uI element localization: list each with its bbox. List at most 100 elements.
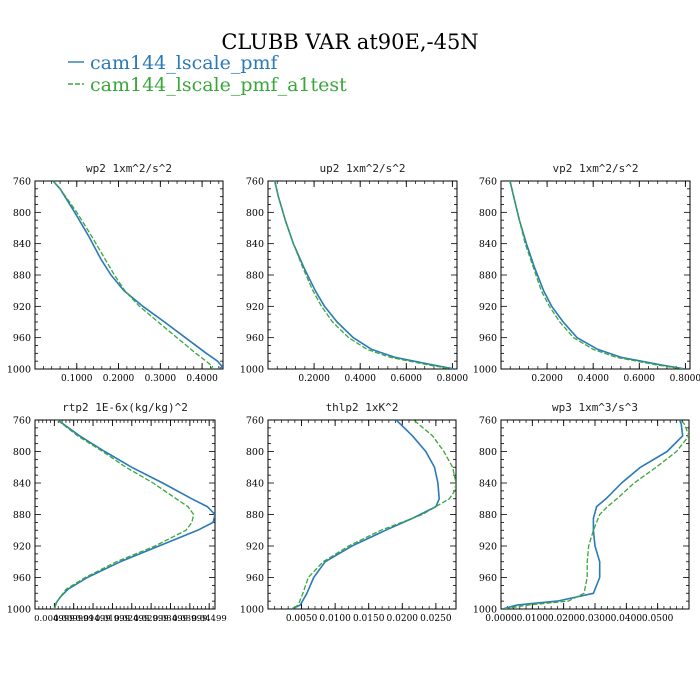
x-tick-label: 0.0050 [286,614,318,624]
series-line-1 [273,181,455,369]
x-tick-label: 0.4000 [344,374,376,384]
subplot-title: wp3 1xm^3/s^3 [552,401,638,414]
y-tick-label: 880 [479,510,497,521]
x-tick-label: 0.4000 [186,374,218,384]
y-tick-label: 920 [246,542,264,553]
legend-label: cam144_lscale_pmf [90,52,280,74]
x-tick-label: 0.04499 [192,614,227,624]
plot-frame [34,180,224,370]
x-tick-label: 0.0300 [579,614,611,624]
y-tick-label: 840 [13,479,31,490]
x-tick-label: 0.8000 [670,374,700,384]
y-tick-label: 760 [246,416,264,427]
x-tick-label: 0.4000 [577,374,609,384]
x-tick-label: 0.2000 [531,374,563,384]
x-tick-label: 0.0100 [319,614,351,624]
y-tick-label: 840 [246,479,264,490]
subplot-title: up2 1xm^2/s^2 [319,162,405,175]
y-tick-label: 880 [246,510,264,521]
y-tick-label: 800 [479,208,497,219]
x-tick-label: 0.0250 [420,614,452,624]
x-tick-label: 0.03499 [153,614,188,624]
series-line-1 [52,181,223,369]
y-tick-label: 880 [479,271,497,282]
subplot-title: vp2 1xm^2/s^2 [552,162,638,175]
x-tick-label: 0.02999 [134,614,169,624]
x-tick-label: 0.6000 [391,374,423,384]
x-tick-label: 0.0400 [611,614,643,624]
plot-frame [267,419,457,610]
legend: cam144_lscale_pmfcam144_lscale_pmf_a1tes… [68,52,347,96]
y-tick-label: 840 [246,239,264,250]
y-tick-label: 880 [13,271,31,282]
y-tick-label: 920 [479,302,497,313]
plot-frame [34,419,216,610]
legend-label: cam144_lscale_pmf_a1test [90,74,347,96]
y-tick-label: 760 [13,416,31,427]
y-tick-label: 920 [13,302,31,313]
subplot-3: vp2 1xm^2/s^2 760 800 840 880 920 960 1000 0.200… [473,162,700,384]
y-tick-label: 880 [246,271,264,282]
y-tick-label: 760 [479,177,497,188]
y-tick-label: 960 [479,573,497,584]
x-tick-label: 0.6000 [624,374,656,384]
y-tick-label: 920 [479,542,497,553]
y-tick-label: 880 [13,510,31,521]
y-tick-label: 1000 [7,605,31,616]
x-tick-label: 0.0150 [353,614,385,624]
x-tick-label: 0.01999 [95,614,130,624]
y-tick-label: 1000 [240,605,264,616]
y-tick-label: 960 [246,573,264,584]
y-tick-label: 800 [13,447,31,458]
subplot-title: rtp2 1E-6x(kg/kg)^2 [62,401,188,414]
y-tick-label: 760 [13,177,31,188]
x-tick-label: 0.0200 [387,614,419,624]
series-line-1 [53,420,215,609]
y-tick-label: 920 [246,302,264,313]
subplot-4: rtp2 1E-6x(kg/kg)^2 760 800 840 880 920 960 100… [7,401,227,624]
subplot-6: wp3 1xm^3/s^3 760 800 840 880 920 960 10000.000… [473,401,690,624]
x-tick-label: 0.0100 [517,614,549,624]
plot-frame [500,180,691,370]
y-tick-label: 840 [13,239,31,250]
series-line-2 [509,181,684,369]
y-tick-label: 800 [246,447,264,458]
series-line-2 [291,420,456,609]
x-tick-label: 0.2000 [103,374,135,384]
series-line-2 [52,181,214,369]
subplot-2: up2 1xm^2/s^2 760 800 840 880 920 960 1000 0.200… [240,162,469,384]
y-tick-label: 960 [246,333,264,344]
x-tick-label: 0.0000 [485,614,517,624]
y-tick-label: 920 [13,542,31,553]
plot-frame [267,180,458,370]
y-tick-label: 800 [13,208,31,219]
y-tick-label: 840 [479,479,497,490]
y-tick-label: 1000 [240,365,264,376]
x-tick-label: 0.3000 [145,374,177,384]
series-line-2 [53,420,195,609]
y-tick-label: 1000 [473,365,497,376]
y-tick-label: 800 [479,447,497,458]
y-tick-label: 840 [479,239,497,250]
x-tick-label: 0.009999 [53,614,94,624]
series-line-1 [291,420,441,609]
series-line-1 [502,420,684,609]
figure-title: CLUBB VAR at90E,-45N [221,30,478,54]
x-tick-label: 0.0500 [642,614,674,624]
subplot-title: wp2 1xm^2/s^2 [86,162,172,175]
x-tick-label: 0.02499 [114,614,149,624]
x-tick-label: 0.0200 [548,614,580,624]
y-tick-label: 1000 [473,605,497,616]
subplot-title: thlp2 1xK^2 [326,401,399,414]
y-tick-label: 960 [13,333,31,344]
y-tick-label: 1000 [7,365,31,376]
subplot-grid: wp2 1xm^2/s^2 760 800 840 880 920 960 1000 0.100… [7,162,700,624]
y-tick-label: 800 [246,208,264,219]
x-tick-label: 0.01499 [75,614,110,624]
y-tick-label: 960 [13,573,31,584]
series-line-2 [274,181,453,369]
x-tick-label: 0.2000 [298,374,330,384]
x-tick-label: 0.03999 [172,614,207,624]
